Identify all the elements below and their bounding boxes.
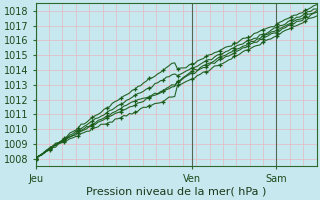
- X-axis label: Pression niveau de la mer( hPa ): Pression niveau de la mer( hPa ): [86, 187, 266, 197]
